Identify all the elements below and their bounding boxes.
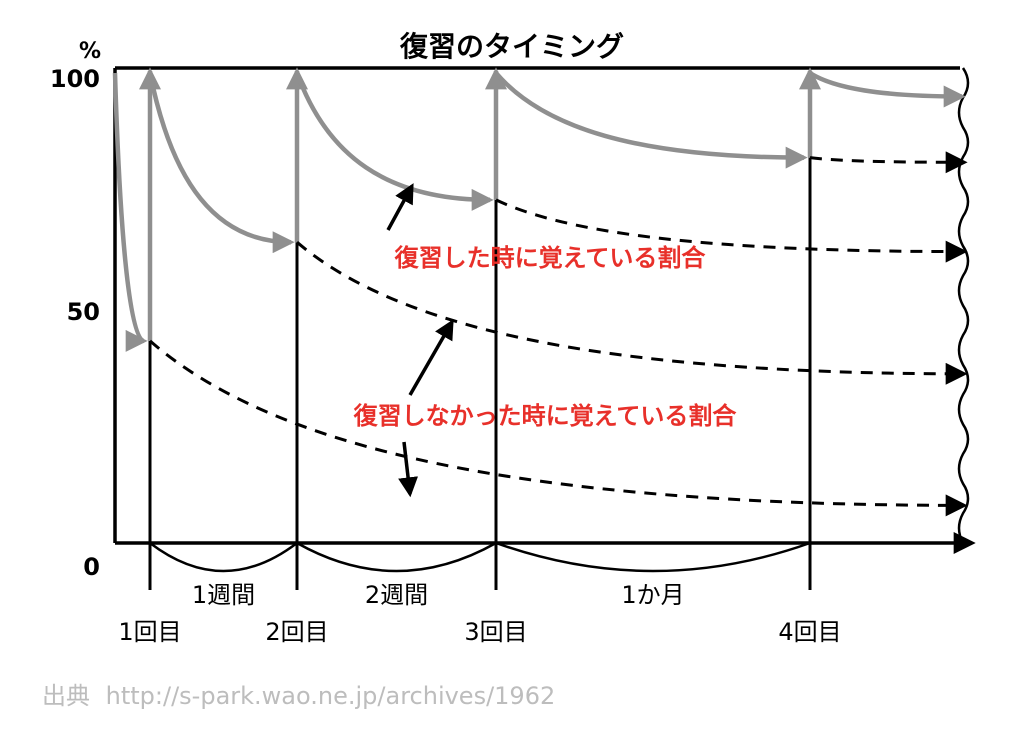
source-url[interactable]: http://s-park.wao.ne.jp/archives/1962	[105, 682, 556, 710]
retained-curve-4	[808, 71, 966, 108]
review-label-4: 4回目	[778, 618, 841, 646]
forgetting-curve-chart: 復習のタイミング % 100 50 0 1週間 2週間 1か月 1回目 2回目 3回目 4…	[50, 30, 976, 646]
review-label-3: 3回目	[464, 618, 527, 646]
retained-curve-3	[494, 71, 808, 169]
retained-curve-0	[112, 72, 148, 352]
annotation-not-retained: 復習しなかった時に覚えている割合	[353, 402, 738, 430]
interval-brace-3	[495, 541, 811, 573]
y-tick-0: 0	[83, 553, 100, 581]
annotation-arrow-not-retained-down	[398, 441, 419, 498]
annotation-arrow-retained	[386, 183, 414, 231]
interval-brace-1	[149, 542, 298, 573]
y-tick-50: 50	[67, 298, 100, 326]
retained-curve-1	[147, 72, 295, 254]
forgetting-curve-8	[809, 151, 968, 174]
review-label-1: 1回目	[118, 618, 181, 646]
chart-title: 復習のタイミング	[399, 30, 624, 63]
source-label: 出典	[42, 682, 90, 710]
annotation-arrow-not-retained-up	[408, 319, 454, 396]
y-unit-label: %	[79, 39, 101, 64]
interval-brace-2	[296, 541, 497, 573]
y-tick-100: 100	[50, 65, 100, 93]
forgetting-curve-7	[495, 198, 968, 263]
retained-curve-2	[294, 72, 494, 211]
forgetting-curve-6	[296, 241, 968, 385]
source-credit: 出典 http://s-park.wao.ne.jp/archives/1962	[42, 676, 555, 711]
interval-label-2: 2週間	[365, 581, 428, 609]
review-label-2: 2回目	[265, 618, 328, 646]
interval-label-1: 1週間	[192, 581, 255, 609]
annotation-retained: 復習した時に覚えている割合	[394, 244, 707, 272]
axis-break-edge	[957, 67, 970, 544]
interval-label-3: 1か月	[621, 581, 684, 609]
